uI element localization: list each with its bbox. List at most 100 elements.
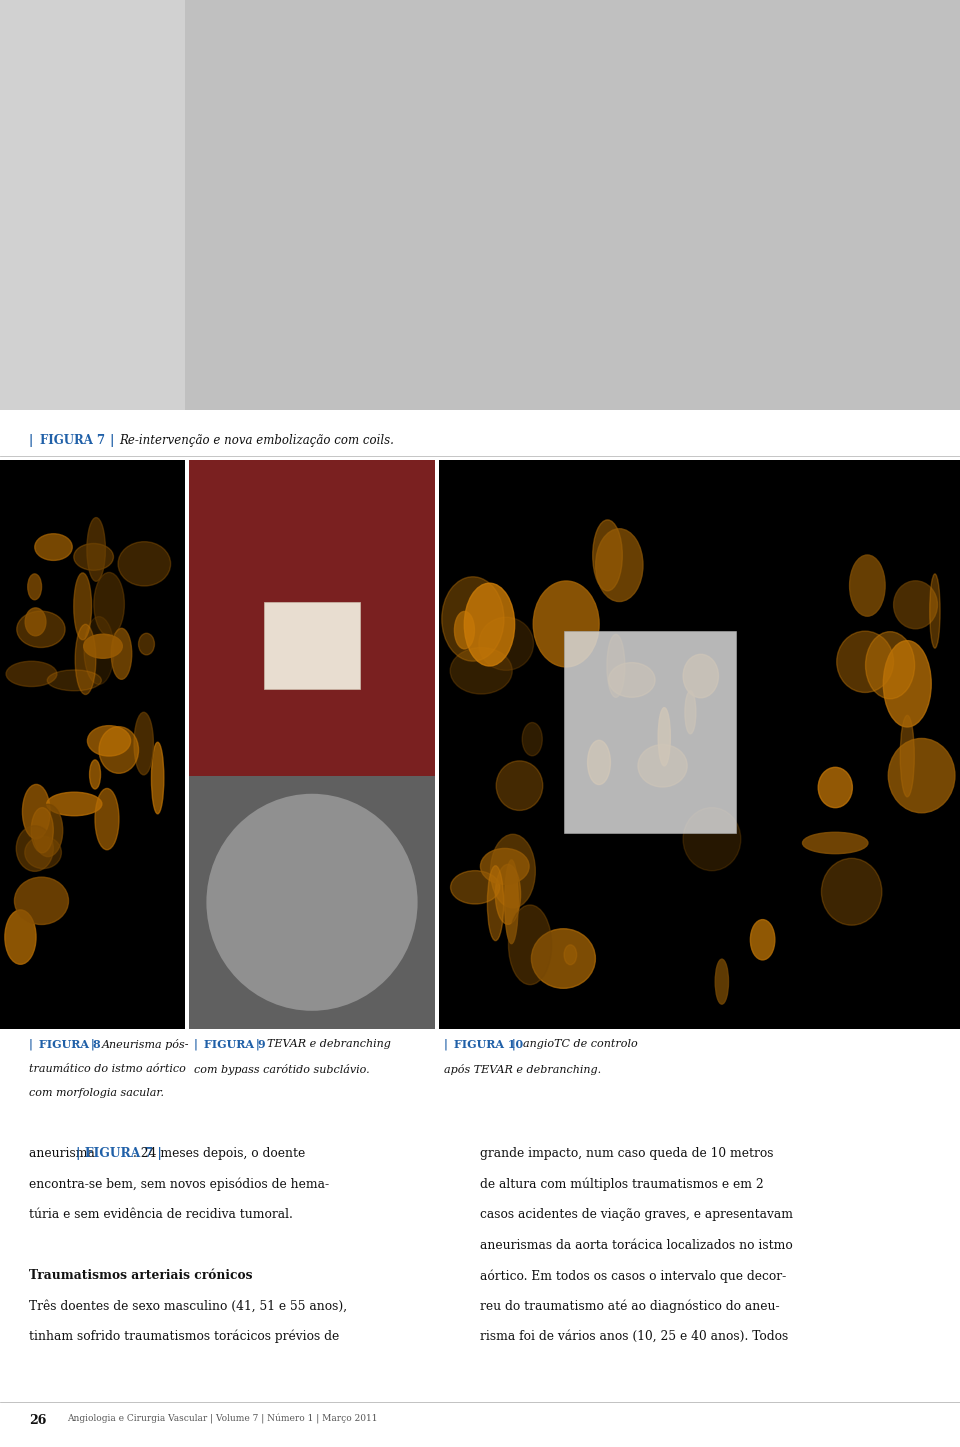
Ellipse shape <box>28 574 41 599</box>
Ellipse shape <box>442 577 504 661</box>
Ellipse shape <box>84 634 122 658</box>
Text: aneurismas da aorta torácica localizados no istmo: aneurismas da aorta torácica localizados… <box>480 1239 793 1252</box>
Ellipse shape <box>609 663 655 697</box>
Ellipse shape <box>454 612 474 648</box>
Text: |: | <box>87 1039 99 1051</box>
Text: Traumatismos arteriais crónicos: Traumatismos arteriais crónicos <box>29 1269 252 1282</box>
Ellipse shape <box>450 871 499 904</box>
Ellipse shape <box>31 807 54 852</box>
Text: | FIGURA 7 |: | FIGURA 7 | <box>77 1147 162 1160</box>
Ellipse shape <box>684 807 741 871</box>
Ellipse shape <box>495 864 520 925</box>
Ellipse shape <box>929 574 940 648</box>
Ellipse shape <box>883 641 931 726</box>
Ellipse shape <box>74 573 91 640</box>
Ellipse shape <box>894 580 937 629</box>
Text: |: | <box>29 434 37 447</box>
Ellipse shape <box>900 715 914 797</box>
Text: Re-intervenção e nova embolização com coils.: Re-intervenção e nova embolização com co… <box>119 434 394 447</box>
Bar <box>439 460 960 1029</box>
Ellipse shape <box>75 624 96 695</box>
Ellipse shape <box>684 654 718 697</box>
Text: encontra-se bem, sem novos episódios de hema-: encontra-se bem, sem novos episódios de … <box>29 1178 329 1191</box>
Text: 26: 26 <box>29 1414 46 1427</box>
Ellipse shape <box>89 760 101 789</box>
Text: de altura com múltiplos traumatismos e em 2: de altura com múltiplos traumatismos e e… <box>480 1178 764 1191</box>
Ellipse shape <box>450 648 513 695</box>
Text: após TEVAR e debranching.: após TEVAR e debranching. <box>444 1064 601 1075</box>
Ellipse shape <box>25 836 61 868</box>
Text: aórtico. Em todos os casos o intervalo que decor-: aórtico. Em todos os casos o intervalo q… <box>480 1269 786 1282</box>
Ellipse shape <box>34 805 62 857</box>
Text: |: | <box>444 1039 451 1051</box>
Ellipse shape <box>522 722 542 755</box>
Text: |: | <box>252 1039 264 1051</box>
Text: . 24 meses depois, o doente: . 24 meses depois, o doente <box>133 1147 305 1160</box>
Text: tinham sofrido traumatismos torácicos prévios de: tinham sofrido traumatismos torácicos pr… <box>29 1330 339 1343</box>
Ellipse shape <box>152 742 164 813</box>
Ellipse shape <box>206 794 418 1011</box>
Ellipse shape <box>25 608 46 635</box>
Text: com morfologia sacular.: com morfologia sacular. <box>29 1088 164 1098</box>
Text: túria e sem evidência de recidiva tumoral.: túria e sem evidência de recidiva tumora… <box>29 1208 293 1221</box>
Ellipse shape <box>111 628 132 679</box>
Ellipse shape <box>95 789 119 849</box>
Text: risma foi de vários anos (10, 25 e 40 anos). Todos: risma foi de vários anos (10, 25 e 40 an… <box>480 1330 788 1343</box>
Ellipse shape <box>607 634 625 697</box>
Bar <box>564 631 736 833</box>
Ellipse shape <box>533 582 599 667</box>
Text: aneurisma: aneurisma <box>29 1147 99 1160</box>
Ellipse shape <box>751 920 775 959</box>
Bar <box>0 460 185 1029</box>
Ellipse shape <box>465 583 515 666</box>
Text: grande impacto, num caso queda de 10 metros: grande impacto, num caso queda de 10 met… <box>480 1147 774 1160</box>
Ellipse shape <box>496 761 542 810</box>
Ellipse shape <box>5 910 36 964</box>
Text: com bypass carótido subclávio.: com bypass carótido subclávio. <box>194 1064 370 1075</box>
Text: |: | <box>29 1039 36 1051</box>
Ellipse shape <box>803 832 868 854</box>
Ellipse shape <box>74 544 113 570</box>
Text: |: | <box>508 1039 519 1051</box>
Text: casos acidentes de viação graves, e apresentavam: casos acidentes de viação graves, e apre… <box>480 1208 793 1221</box>
Ellipse shape <box>118 541 171 586</box>
Ellipse shape <box>888 738 955 813</box>
Ellipse shape <box>22 784 50 839</box>
Text: Aneurisma pós-: Aneurisma pós- <box>103 1039 190 1051</box>
Ellipse shape <box>134 712 154 774</box>
Ellipse shape <box>818 767 852 807</box>
Ellipse shape <box>532 929 595 988</box>
Text: |: | <box>194 1039 202 1051</box>
Ellipse shape <box>99 726 138 773</box>
Ellipse shape <box>715 959 729 1004</box>
Text: FIGURA 8: FIGURA 8 <box>39 1039 101 1051</box>
Ellipse shape <box>588 741 611 784</box>
Ellipse shape <box>491 835 536 907</box>
Ellipse shape <box>595 528 643 602</box>
Ellipse shape <box>505 860 518 943</box>
Ellipse shape <box>480 848 529 884</box>
Ellipse shape <box>84 616 114 684</box>
Ellipse shape <box>488 865 504 941</box>
Text: FIGURA 10: FIGURA 10 <box>454 1039 523 1051</box>
Text: reu do traumatismo até ao diagnóstico do aneu-: reu do traumatismo até ao diagnóstico do… <box>480 1299 780 1312</box>
Ellipse shape <box>16 611 65 647</box>
Bar <box>189 776 435 1029</box>
Ellipse shape <box>564 945 577 965</box>
Bar <box>185 0 960 410</box>
Ellipse shape <box>35 534 72 560</box>
Ellipse shape <box>14 877 68 925</box>
Ellipse shape <box>850 556 885 616</box>
Text: Angiologia e Cirurgia Vascular | Volume 7 | Número 1 | Março 2011: Angiologia e Cirurgia Vascular | Volume … <box>67 1414 377 1424</box>
Ellipse shape <box>592 519 622 590</box>
Ellipse shape <box>6 661 57 686</box>
Ellipse shape <box>94 573 125 635</box>
Text: FIGURA 7: FIGURA 7 <box>40 434 106 447</box>
Text: traumático do istmo aórtico: traumático do istmo aórtico <box>29 1064 185 1074</box>
Ellipse shape <box>837 631 894 693</box>
Ellipse shape <box>86 518 106 582</box>
Bar <box>189 460 435 776</box>
Ellipse shape <box>659 708 670 765</box>
Ellipse shape <box>47 792 102 816</box>
Ellipse shape <box>47 670 102 690</box>
